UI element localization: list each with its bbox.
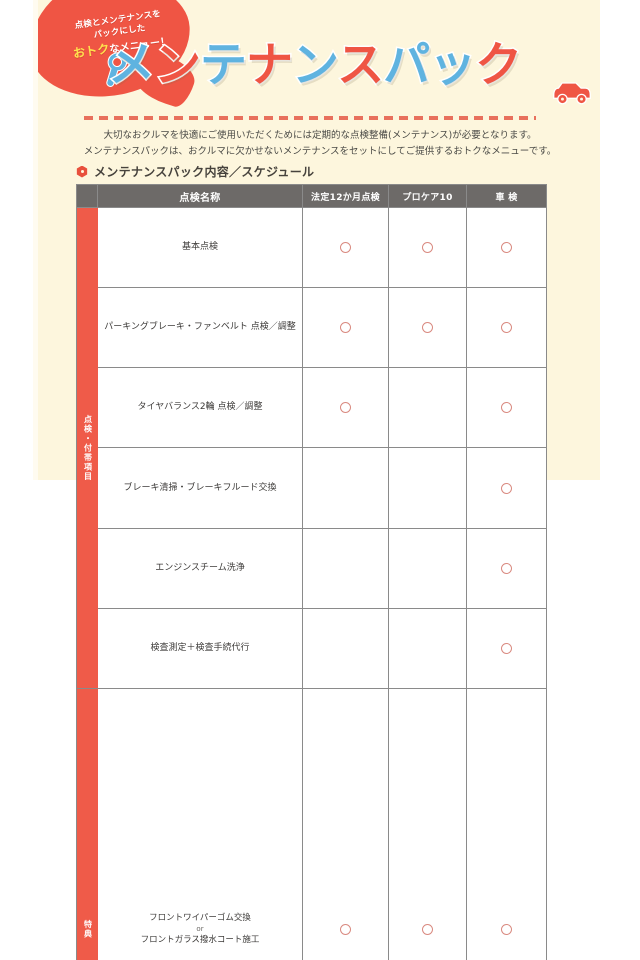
maintenance-schedule-table: 点検名称 法定12か月点検 プロケア10 車 検 点検・付帯項目 基本点検 パー… (76, 184, 547, 960)
header-col-procare10: プロケア10 (389, 185, 467, 208)
circle-mark-icon (422, 322, 433, 333)
row-label-glass-coating: フロントガラス撥水コート施工 (141, 935, 260, 945)
group-label-benefit-text: 特典 (77, 689, 98, 960)
mark-r6-c2 (389, 689, 467, 960)
table-row: 特典 フロントワイパーゴム交換 or フロントガラス撥水コート施工 (77, 689, 547, 960)
table-row: 検査測定＋検査手続代行 (77, 608, 547, 688)
page-root: 点検とメンテナンスを パックにした おトクなメニュー！ メンテナンスパック 大切… (0, 0, 640, 480)
title-char-1: メ (108, 38, 154, 93)
mark-r5-c1 (303, 608, 389, 688)
circle-mark-icon (501, 643, 512, 654)
circle-mark-icon (340, 322, 351, 333)
group-label-benefit: 特典 (77, 689, 98, 960)
dashed-divider (84, 116, 536, 120)
mark-r0-c2 (389, 208, 467, 288)
title-char-4: ナ (246, 38, 292, 93)
circle-mark-icon (422, 242, 433, 253)
section-heading: メンテナンスパック内容／スケジュール (76, 163, 314, 180)
mark-r1-c1 (303, 288, 389, 368)
table-row: パーキングブレーキ・ファンベルト 点検／調整 (77, 288, 547, 368)
table-header-row: 点検名称 法定12か月点検 プロケア10 車 検 (77, 185, 547, 208)
row-label-wiper: フロントワイパーゴム交換 (149, 913, 251, 923)
circle-mark-icon (422, 924, 433, 935)
mark-r4-c2 (389, 528, 467, 608)
group-label-inspection-text: 点検・付帯項目 (77, 208, 98, 688)
section-heading-label: メンテナンスパック内容／スケジュール (94, 163, 314, 180)
row-label-brake-fluid: ブレーキ清掃・ブレーキフルード交換 (98, 448, 303, 528)
table-header: 点検名称 法定12か月点検 プロケア10 車 検 (77, 185, 547, 208)
lead-line-2: メンテナンスパックは、おクルマに欠かせないメンテナンスをセットにしてご提供するお… (60, 144, 580, 160)
hero-banner: 点検とメンテナンスを パックにした おトクなメニュー！ メンテナンスパック (38, 0, 600, 118)
row-label-engine-steam-wash: エンジンスチーム洗浄 (98, 528, 303, 608)
circle-mark-icon (501, 322, 512, 333)
mark-r6-c1 (303, 689, 389, 960)
mark-r6-c3 (467, 689, 547, 960)
circle-mark-icon (501, 242, 512, 253)
circle-mark-icon (501, 402, 512, 413)
row-label-tire-balance: タイヤバランス2輪 点検／調整 (98, 368, 303, 448)
mark-r3-c2 (389, 448, 467, 528)
hexagon-bullet-icon (76, 166, 88, 178)
row-label-wiper-or-coating: フロントワイパーゴム交換 or フロントガラス撥水コート施工 (98, 689, 303, 960)
mark-r5-c2 (389, 608, 467, 688)
title-char-7: パ (383, 38, 429, 93)
header-col-shaken: 車 検 (467, 185, 547, 208)
mark-r2-c3 (467, 368, 547, 448)
table-row: 点検・付帯項目 基本点検 (77, 208, 547, 288)
lead-line-1: 大切なおクルマを快適にご使用いただくためには定期的な点検整備(メンテナンス)が必… (60, 128, 580, 144)
row-label-or: or (98, 925, 302, 934)
header-side-blank (77, 185, 98, 208)
page-title: メンテナンスパック (108, 34, 578, 98)
title-char-9: ク (475, 38, 521, 93)
circle-mark-icon (340, 242, 351, 253)
circle-mark-icon (340, 924, 351, 935)
title-char-2: ン (154, 38, 200, 93)
car-icon (550, 76, 594, 106)
mark-r5-c3 (467, 608, 547, 688)
table-row: ブレーキ清掃・ブレーキフルード交換 (77, 448, 547, 528)
mark-r0-c3 (467, 208, 547, 288)
table-row: タイヤバランス2輪 点検／調整 (77, 368, 547, 448)
mark-r2-c1 (303, 368, 389, 448)
mark-r1-c3 (467, 288, 547, 368)
group-label-inspection: 点検・付帯項目 (77, 208, 98, 689)
row-label-parking-brake-fanbelt: パーキングブレーキ・ファンベルト 点検／調整 (98, 288, 303, 368)
row-label-inspection-measure-agency: 検査測定＋検査手続代行 (98, 608, 303, 688)
header-col-legal-12month: 法定12か月点検 (303, 185, 389, 208)
mark-r1-c2 (389, 288, 467, 368)
title-char-5: ン (292, 38, 337, 93)
row-label-basic-inspection: 基本点検 (98, 208, 303, 288)
title-char-6: ス (337, 38, 383, 93)
mark-r4-c3 (467, 528, 547, 608)
title-char-8: ッ (429, 38, 475, 93)
circle-mark-icon (501, 924, 512, 935)
header-inspection-name: 点検名称 (98, 185, 303, 208)
table-row: エンジンスチーム洗浄 (77, 528, 547, 608)
circle-mark-icon (501, 483, 512, 494)
mark-r2-c2 (389, 368, 467, 448)
circle-mark-icon (501, 563, 512, 574)
title-char-3: テ (200, 38, 246, 93)
mark-r4-c1 (303, 528, 389, 608)
table-body: 点検・付帯項目 基本点検 パーキングブレーキ・ファンベルト 点検／調整 タイヤバ… (77, 208, 547, 960)
lead-paragraph: 大切なおクルマを快適にご使用いただくためには定期的な点検整備(メンテナンス)が必… (60, 128, 580, 159)
mark-r3-c1 (303, 448, 389, 528)
mark-r0-c1 (303, 208, 389, 288)
circle-mark-icon (340, 402, 351, 413)
mark-r3-c3 (467, 448, 547, 528)
